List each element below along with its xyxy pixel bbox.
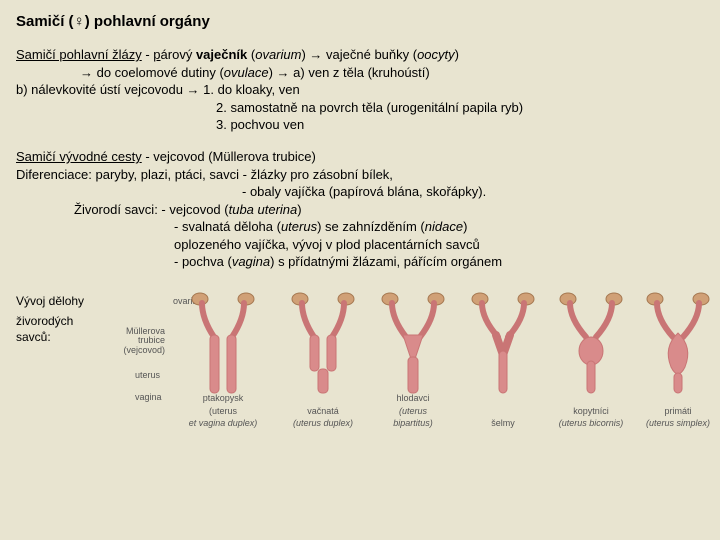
line-10: - svalnatá děloha (uterus) se zahnízdění… — [16, 218, 704, 236]
line-4: 2. samostatně na povrch těla (urogenitál… — [16, 99, 704, 117]
diagram-area: ovaria Müllerova trubice (vejcovod) uter… — [118, 289, 704, 429]
line-9: Živorodí savci: - vejcovod (tuba uterina… — [16, 201, 704, 219]
caption-1: Vývoj dělohy — [16, 293, 108, 309]
line-6: Samičí vývodné cesty - vejcovod (Müllero… — [16, 148, 704, 166]
glands-head: Samičí pohlavní žlázy — [16, 47, 142, 62]
uterus-diagram-1: vačnatá(uterus duplex) — [288, 289, 358, 429]
line-12: - pochva (vagina) s přídatnými žlázami, … — [16, 253, 704, 271]
caption-2: živorodých savců: — [16, 313, 108, 345]
line-5: 3. pochvou ven — [16, 116, 704, 134]
uterus-diagram-4: kopytníci(uterus bicornis) — [556, 289, 626, 429]
line-3: b) nálevkovité ústí vejcovodu → 1. do kl… — [16, 81, 704, 99]
block-ducts: Samičí vývodné cesty - vejcovod (Müllero… — [16, 148, 704, 271]
line-2: → do coelomové dutiny (ovulace) → a) ven… — [16, 64, 704, 82]
diagram-row: Vývoj dělohy živorodých savců: ovaria Mü… — [16, 289, 704, 429]
diagram-label: vačnatá(uterus duplex) — [288, 405, 358, 429]
line-1: Samičí pohlavní žlázy - párový vaječník … — [16, 46, 704, 64]
page-title: Samičí (♀) pohlavní orgány — [16, 12, 704, 32]
uterus-diagram-3: šelmy — [468, 289, 538, 429]
block-glands: Samičí pohlavní žlázy - párový vaječník … — [16, 46, 704, 134]
line-8: - obaly vajíčka (papírová blána, skořápk… — [16, 183, 704, 201]
diagram-label: šelmy — [468, 417, 538, 429]
diagram-label: hlodavci(uterus bipartitus) — [378, 392, 448, 428]
caption-block: Vývoj dělohy živorodých savců: — [16, 289, 108, 346]
uterus-diagram-5: primáti(uterus simplex) — [643, 289, 713, 429]
uterus-diagram-2: hlodavci(uterus bipartitus) — [378, 289, 448, 429]
line-11: oplozeného vajíčka, vývoj v plod placent… — [16, 236, 704, 254]
ducts-head: Samičí vývodné cesty — [16, 149, 142, 164]
diagram-label: ptakopysk (uteruset vagina duplex) — [188, 392, 258, 428]
diagram-label: primáti(uterus simplex) — [643, 405, 713, 429]
uterus-diagram-0: ptakopysk (uteruset vagina duplex) — [188, 289, 258, 429]
line-7: Diferenciace: paryby, plazi, ptáci, savc… — [16, 166, 704, 184]
diagram-label: kopytníci(uterus bicornis) — [556, 405, 626, 429]
